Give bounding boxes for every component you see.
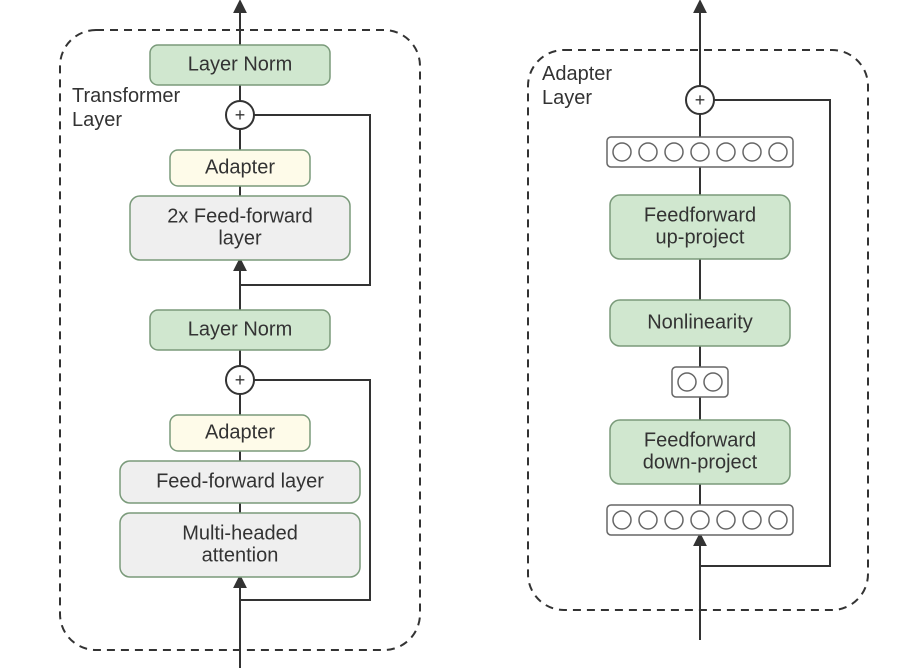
layer-norm-top-box: Layer Norm (150, 45, 330, 85)
multi-headed-attention-box: Multi-headedattention (120, 513, 360, 577)
layer-norm-mid-box: Layer Norm (150, 310, 330, 350)
svg-text:Multi-headed: Multi-headed (182, 522, 298, 544)
adapter-layer-label: Adapter (542, 63, 612, 85)
neuron-row-bottom (607, 505, 793, 535)
feedforward-down-project-box: Feedforwarddown-project (610, 420, 790, 484)
adapter-box-upper: Adapter (170, 150, 310, 186)
feedforward-up-project-box: Feedforwardup-project (610, 195, 790, 259)
nonlinearity-box: Nonlinearity (610, 300, 790, 346)
add-node-mid: + (226, 366, 254, 394)
svg-text:+: + (235, 370, 246, 390)
svg-text:Adapter: Adapter (205, 421, 275, 443)
svg-text:2x Feed-forward: 2x Feed-forward (167, 205, 313, 227)
transformer-layer-label: Layer (72, 109, 122, 131)
feed-forward-layer-box: Feed-forward layer (120, 461, 360, 503)
svg-text:+: + (235, 105, 246, 125)
neuron-row-top (607, 137, 793, 167)
adapter-box-lower: Adapter (170, 415, 310, 451)
feed-forward-2x-box: 2x Feed-forwardlayer (130, 196, 350, 260)
svg-text:Feedforward: Feedforward (644, 204, 756, 226)
svg-text:down-project: down-project (643, 451, 758, 473)
transformer-layer-label: Transformer (72, 85, 181, 107)
svg-text:Nonlinearity: Nonlinearity (647, 311, 753, 333)
svg-text:Feed-forward layer: Feed-forward layer (156, 470, 324, 492)
add-node-top: + (226, 101, 254, 129)
svg-text:Feedforward: Feedforward (644, 429, 756, 451)
svg-text:Layer Norm: Layer Norm (188, 53, 292, 75)
svg-text:Layer Norm: Layer Norm (188, 318, 292, 340)
svg-text:up-project: up-project (656, 226, 745, 248)
adapter-add-node: + (686, 86, 714, 114)
diagram-canvas: TransformerLayerMulti-headedattentionFee… (0, 0, 922, 669)
svg-text:+: + (695, 90, 706, 110)
svg-text:Adapter: Adapter (205, 156, 275, 178)
svg-text:layer: layer (218, 227, 262, 249)
adapter-layer-label: Layer (542, 87, 592, 109)
svg-text:attention: attention (202, 544, 279, 566)
neuron-row-middle (672, 367, 728, 397)
